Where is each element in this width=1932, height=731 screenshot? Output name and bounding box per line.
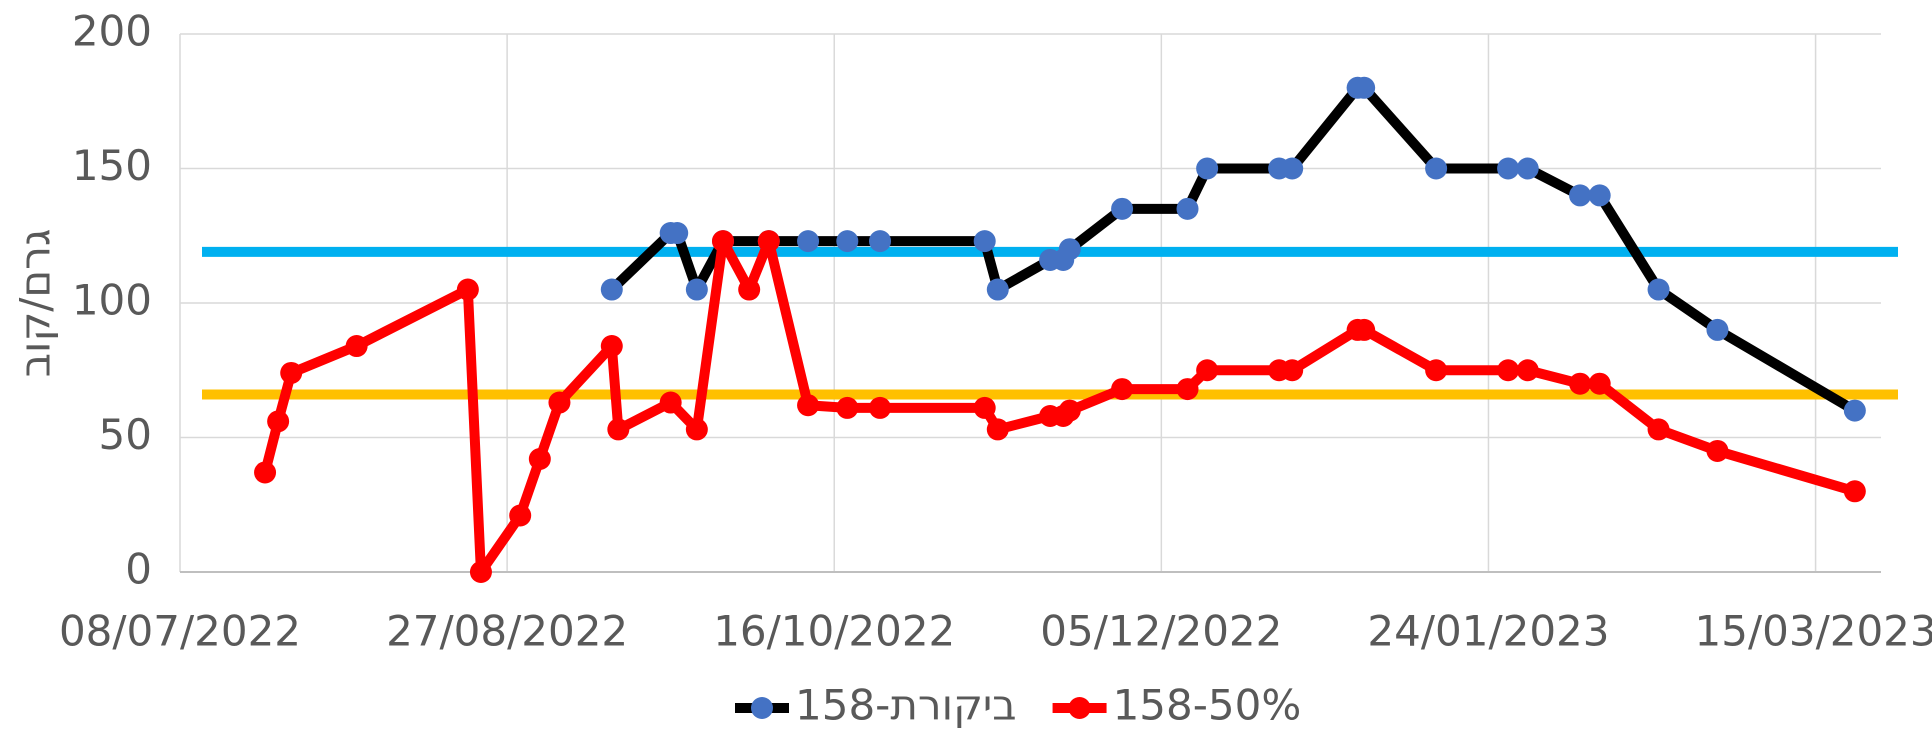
data-point (1647, 418, 1670, 441)
data-point (607, 418, 630, 441)
data-point (1353, 318, 1376, 341)
y-axis-label: גרם/קוב (11, 229, 60, 378)
data-point (345, 335, 368, 358)
data-point (1647, 278, 1670, 301)
data-point (1843, 480, 1866, 503)
data-point (1176, 378, 1199, 401)
data-point (797, 394, 820, 417)
data-point (666, 222, 689, 245)
data-point (1196, 359, 1219, 382)
data-point (869, 230, 892, 253)
data-point (1196, 157, 1219, 180)
data-point (1425, 359, 1448, 382)
data-point (1176, 197, 1199, 220)
data-point (1516, 359, 1539, 382)
data-point (509, 504, 532, 527)
data-point (1425, 157, 1448, 180)
legend-marker (751, 697, 773, 719)
y-tick-label: 100 (72, 276, 152, 325)
data-point (1588, 184, 1611, 207)
data-point (267, 410, 290, 433)
data-point (1281, 157, 1304, 180)
x-tick-label: 15/03/2023 (1695, 607, 1932, 656)
data-point (973, 396, 996, 419)
data-point (548, 391, 571, 414)
data-point (797, 230, 820, 253)
x-tick-label: 08/07/2022 (59, 607, 301, 656)
data-point (659, 391, 682, 414)
data-point (600, 335, 623, 358)
data-point (1569, 372, 1592, 395)
data-point (528, 448, 551, 471)
data-point (685, 278, 708, 301)
y-tick-label: 0 (125, 545, 152, 594)
data-point (973, 230, 996, 253)
data-point (280, 361, 303, 384)
data-point (1497, 157, 1520, 180)
data-point (1058, 399, 1081, 422)
data-point (1111, 378, 1134, 401)
data-point (869, 396, 892, 419)
data-point (738, 278, 761, 301)
data-point (1706, 439, 1729, 462)
data-point (1281, 359, 1304, 382)
data-point (986, 278, 1009, 301)
data-point (1516, 157, 1539, 180)
x-tick-label: 27/08/2022 (386, 607, 628, 656)
data-point (254, 461, 277, 484)
data-point (1058, 238, 1081, 261)
data-point (685, 418, 708, 441)
data-point (836, 396, 859, 419)
data-point (986, 418, 1009, 441)
data-point (469, 561, 492, 583)
y-tick-label: 50 (99, 410, 152, 459)
legend-marker (1068, 697, 1091, 719)
x-tick-label: 05/12/2022 (1040, 607, 1282, 656)
data-point (1497, 359, 1520, 382)
y-tick-label: 150 (72, 141, 152, 190)
data-point (1353, 76, 1376, 99)
data-point (600, 278, 623, 301)
data-point (836, 230, 859, 253)
data-point (1706, 318, 1729, 341)
data-point (712, 230, 735, 253)
legend-label: ביקורת-158 (795, 681, 1017, 730)
x-tick-label: 24/01/2023 (1367, 607, 1609, 656)
data-point (757, 230, 780, 253)
data-point (1569, 184, 1592, 207)
y-tick-label: 200 (72, 7, 152, 56)
data-point (1111, 197, 1134, 220)
data-point (456, 278, 479, 301)
x-tick-label: 16/10/2022 (713, 607, 955, 656)
data-point (1843, 399, 1866, 422)
data-point (1588, 372, 1611, 395)
legend-label: 158-50% (1113, 681, 1302, 730)
